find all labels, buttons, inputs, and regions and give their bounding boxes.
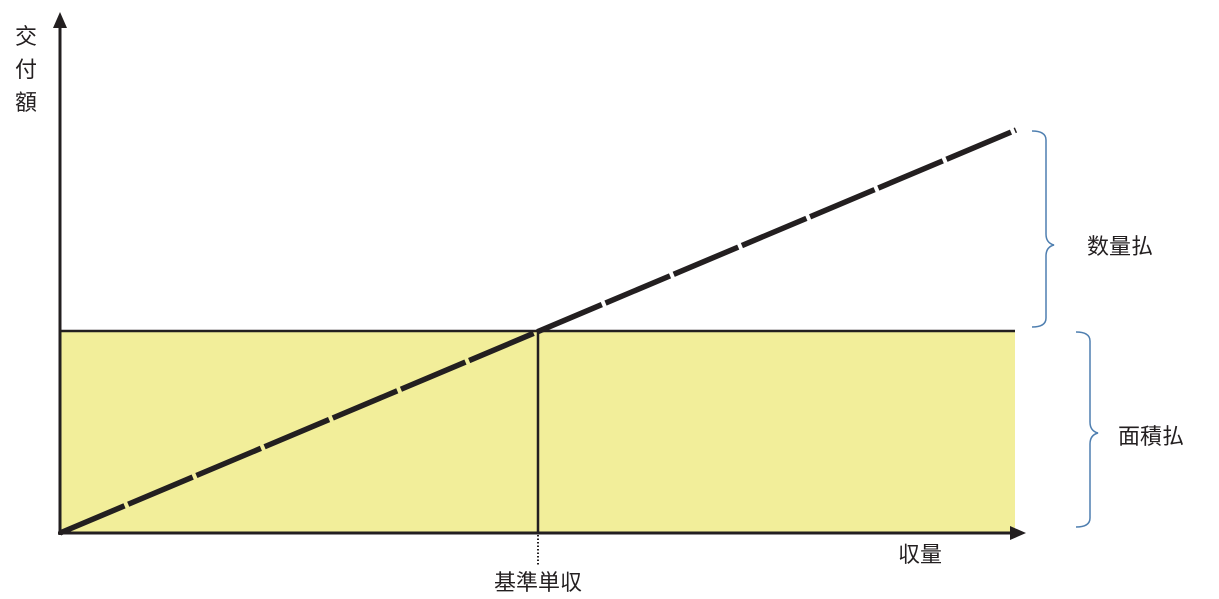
y-axis-label-char-1: 交: [15, 25, 37, 50]
x-axis-arrow: [1010, 526, 1026, 540]
y-axis-label-char-3: 額: [15, 91, 37, 116]
lower-bracket: [1075, 331, 1099, 528]
baseline-yield-label: 基準単収: [494, 571, 582, 596]
upper-bracket-label: 数量払: [1087, 235, 1153, 260]
y-axis-label-char-2: 付: [15, 58, 37, 83]
payment-line: [58, 127, 1018, 536]
x-axis-label: 収量: [898, 543, 942, 568]
lower-bracket-label: 面積払: [1118, 425, 1184, 450]
y-axis-arrow: [53, 12, 67, 28]
upper-bracket: [1031, 130, 1055, 328]
